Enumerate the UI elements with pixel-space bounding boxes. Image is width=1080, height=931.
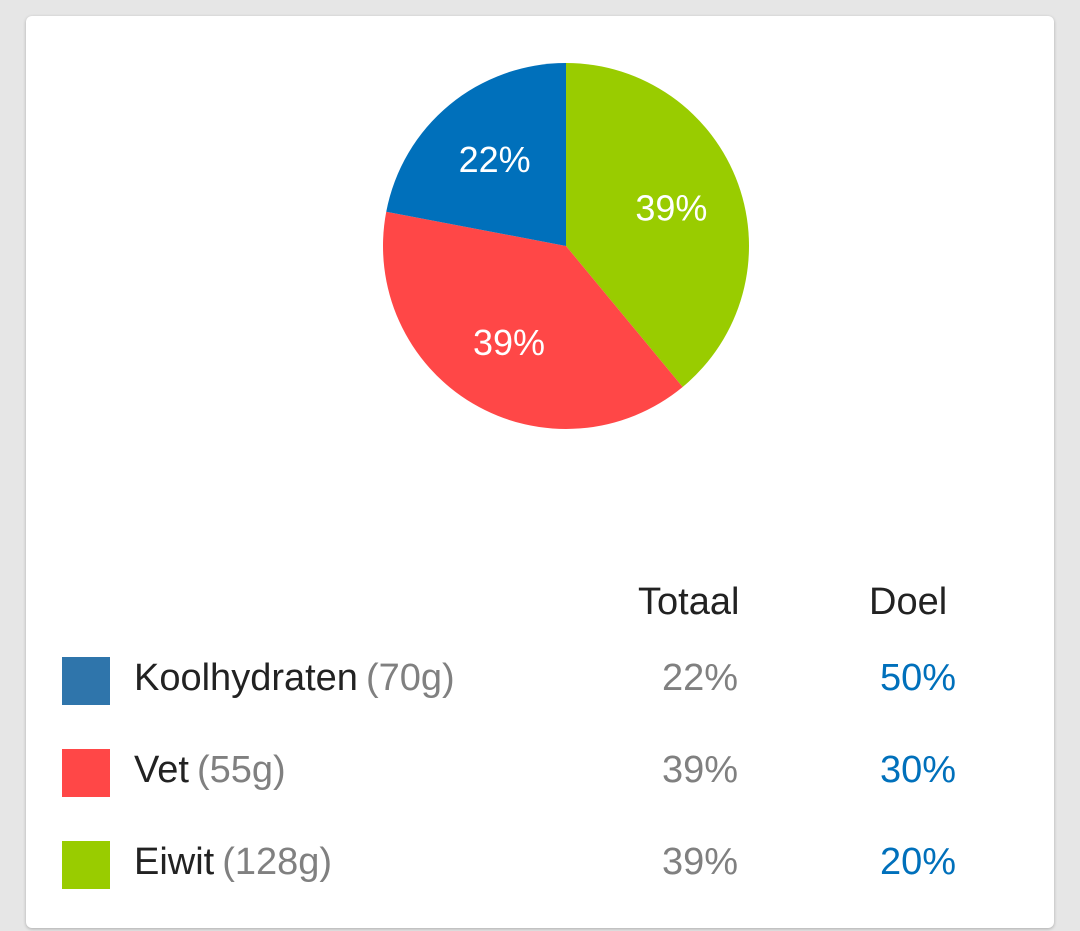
row-grams: (70g) — [365, 657, 455, 699]
macro-card: 39% 39% 22% Totaal Doel Koolhydraten (70g) … — [26, 16, 1054, 928]
fat-color-swatch — [62, 749, 110, 797]
row-total: 39% — [661, 749, 739, 791]
protein-color-swatch — [62, 841, 110, 889]
row-name: Vet — [134, 749, 189, 791]
pie-label-eiwit: 39% — [635, 188, 707, 229]
pie-label-vet: 39% — [473, 322, 545, 363]
row-grams: (55g) — [196, 749, 286, 791]
row-name: Koolhydraten — [134, 657, 358, 699]
table-row-fat: Vet (55g) 39% 30% — [26, 743, 1054, 803]
pie-slice-eiwit — [566, 63, 749, 388]
row-total: 22% — [661, 657, 739, 699]
row-goal: 50% — [879, 657, 957, 699]
pie-slice-vet — [383, 211, 683, 430]
row-goal: 30% — [879, 749, 957, 791]
pie-slice-koolhydraten — [386, 62, 566, 246]
pie-label-koolhydraten: 22% — [459, 139, 531, 180]
row-goal: 20% — [879, 841, 957, 883]
table-row-carbs: Koolhydraten (70g) 22% 50% — [26, 651, 1054, 711]
row-total: 39% — [661, 841, 739, 883]
column-header-total: Totaal — [638, 581, 740, 623]
column-header-goal: Doel — [869, 581, 948, 623]
row-name: Eiwit — [134, 841, 215, 883]
macro-pie-chart: 39% 39% 22% — [383, 62, 749, 430]
carbs-color-swatch — [62, 657, 110, 705]
table-row-protein: Eiwit (128g) 39% 20% — [26, 835, 1054, 895]
row-grams: (128g) — [222, 841, 333, 883]
